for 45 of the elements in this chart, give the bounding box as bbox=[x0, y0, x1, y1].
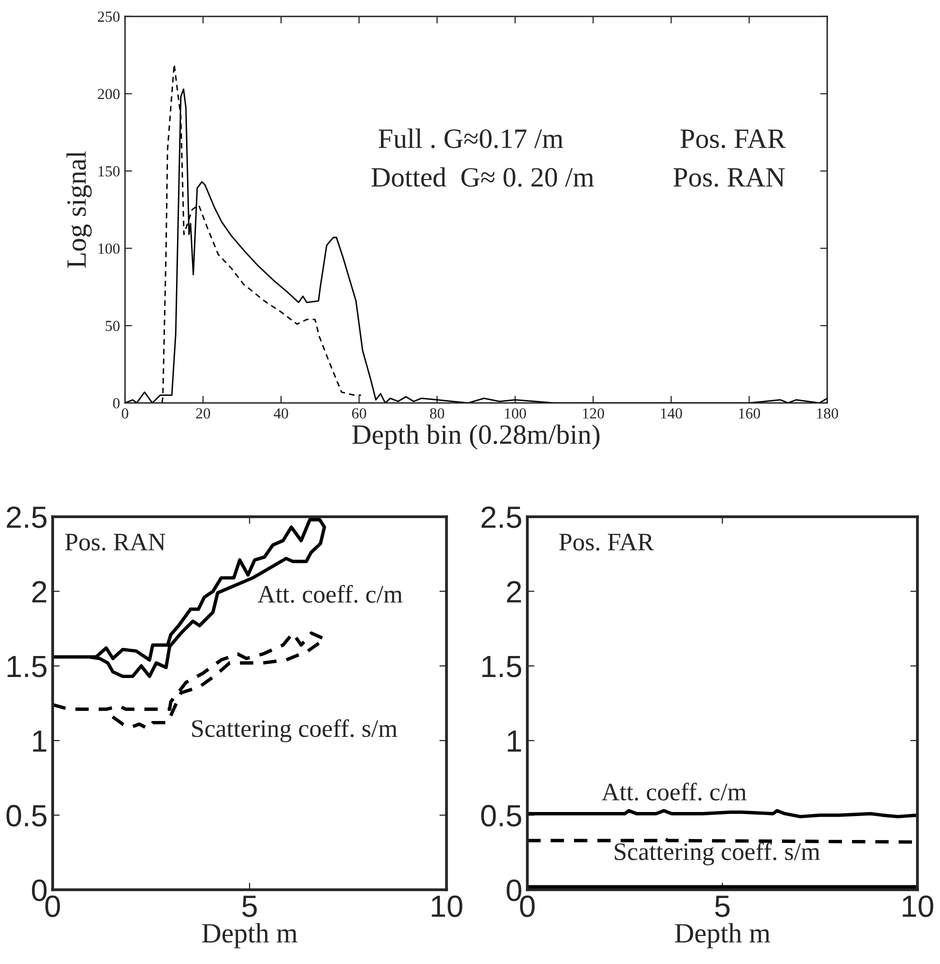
x-tick-label: 5 bbox=[242, 896, 257, 918]
annotation: Pos. RAN bbox=[65, 534, 166, 551]
annotation: Att. coeff. c/m bbox=[602, 782, 746, 801]
y-tick-label: 0.5 bbox=[481, 804, 522, 827]
y-axis-title: Log signal bbox=[66, 151, 92, 268]
x-tick-label: 10 bbox=[432, 895, 462, 918]
x-axis-title: Depth m bbox=[202, 923, 298, 948]
y-tick-label: 0 bbox=[506, 880, 522, 902]
annotation: Scattering coeff. s/m bbox=[192, 719, 398, 742]
x-axis-title: Depth bin (0.28m/bin) bbox=[352, 424, 600, 450]
annotation: Pos. RAN bbox=[674, 168, 785, 187]
x-tick-label: 140 bbox=[661, 408, 682, 419]
x-tick-label: 5 bbox=[715, 896, 730, 918]
annotation: Full . G≈0.17 /m bbox=[378, 128, 564, 148]
y-tick-label: 200 bbox=[98, 88, 120, 100]
y-tick-label: 1.5 bbox=[8, 656, 46, 678]
annotation: Pos. FAR bbox=[680, 129, 786, 148]
y-tick-label: 0 bbox=[113, 398, 120, 408]
y-tick-label: 100 bbox=[98, 243, 120, 254]
x-tick-label: 20 bbox=[196, 408, 210, 419]
x-tick-label: 160 bbox=[739, 408, 760, 419]
x-tick-label: 40 bbox=[274, 408, 288, 419]
y-tick-label: 2.5 bbox=[6, 506, 46, 528]
y-tick-label: 1 bbox=[33, 730, 46, 752]
y-tick-label: 0 bbox=[32, 880, 47, 902]
x-tick-label: 120 bbox=[583, 408, 604, 419]
y-tick-label: 1 bbox=[508, 730, 521, 752]
y-tick-label: 0.5 bbox=[6, 804, 46, 827]
annotation: Pos. FAR bbox=[559, 534, 654, 551]
y-tick-label: 2.5 bbox=[482, 506, 522, 528]
x-tick-label: 180 bbox=[817, 408, 838, 419]
x-tick-label: 10 bbox=[902, 895, 934, 918]
x-tick-label: 0 bbox=[122, 408, 128, 419]
y-tick-label: 50 bbox=[106, 320, 120, 332]
y-tick-label: 150 bbox=[98, 166, 120, 176]
annotation: Att. coeff. c/m bbox=[258, 584, 402, 603]
y-tick-label: 250 bbox=[98, 12, 120, 22]
y-tick-label: 2 bbox=[32, 581, 46, 602]
x-tick-label: 80 bbox=[430, 408, 444, 419]
x-axis-title: Depth m bbox=[674, 923, 770, 948]
annotation: Scattering coeff. s/m bbox=[614, 842, 820, 866]
y-tick-label: 2 bbox=[507, 581, 521, 602]
y-tick-label: 1.5 bbox=[482, 656, 522, 678]
x-tick-label: 60 bbox=[352, 408, 366, 419]
annotation: Dotted G≈ 0. 20 /m bbox=[372, 167, 594, 187]
